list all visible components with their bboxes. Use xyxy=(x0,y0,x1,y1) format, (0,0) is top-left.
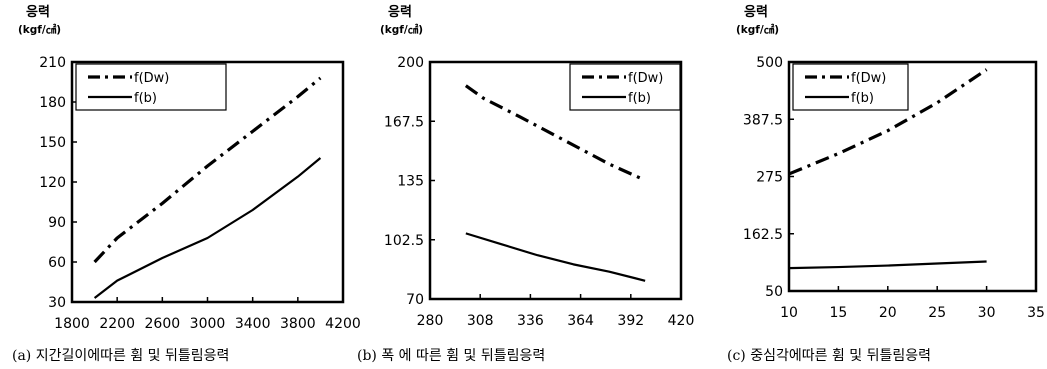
legend-label-fdw: f(Dw) xyxy=(628,71,663,86)
y-tick-label: 70 xyxy=(406,292,424,308)
y-tick-label: 135 xyxy=(397,174,424,190)
x-tick-label: 35 xyxy=(1027,305,1045,321)
y-tick-label: 150 xyxy=(39,135,66,151)
y-axis-title: 응력 xyxy=(26,5,50,20)
legend-box xyxy=(792,63,909,111)
y-tick-label: 275 xyxy=(756,170,783,186)
x-tick-label: 15 xyxy=(829,305,847,321)
x-tick-label: 420 xyxy=(668,313,695,329)
x-tick-label: 25 xyxy=(928,305,946,321)
x-tick-label: 308 xyxy=(467,313,494,329)
caption-b: (b) 폭 에 따른 휨 및 뒤틀림응력 xyxy=(357,348,546,364)
y-tick-label: 120 xyxy=(39,175,66,191)
legend-box xyxy=(75,63,227,111)
x-tick-label: 364 xyxy=(567,313,594,329)
x-tick-label: 280 xyxy=(417,313,444,329)
series-line-fdw xyxy=(93,76,322,264)
x-tick-label: 4200 xyxy=(325,316,361,332)
legend-label-fb: f(b) xyxy=(628,91,651,106)
y-tick-label: 60 xyxy=(48,255,66,271)
caption-c: (c) 중심각에따른 휨 및 뒤틀림응력 xyxy=(727,348,932,364)
y-tick-label: 167.5 xyxy=(384,114,424,130)
x-tick-label: 2200 xyxy=(99,316,135,332)
y-tick-label: 500 xyxy=(756,55,783,71)
chart-panel-a: 응력 (kgf/㎠) 30 60 90 120 150 180 210 1800 2200 2600 3… xyxy=(18,5,361,332)
y-tick-label: 102.5 xyxy=(384,233,424,249)
legend-label-fdw: f(Dw) xyxy=(851,71,886,86)
legend-label-fb: f(b) xyxy=(134,91,157,106)
y-axis-title: 응력 xyxy=(388,5,412,20)
y-tick-label: 180 xyxy=(39,95,66,111)
y-tick-label: 90 xyxy=(48,215,66,231)
caption-a: (a) 지간길이에따른 휨 및 뒤틀림응력 xyxy=(12,348,230,364)
x-tick-label: 2600 xyxy=(145,316,181,332)
series-line-fb xyxy=(465,232,646,282)
y-tick-label: 210 xyxy=(39,55,66,71)
legend-box xyxy=(569,63,681,111)
series-line-fdw xyxy=(788,68,988,176)
chart-panel-c: 응력 (kgf/㎠) 50 162.5 275 387.5 500 10 15 20 25 30 35 f… xyxy=(736,5,1045,321)
series-line-fb xyxy=(788,260,987,270)
x-tick-label: 30 xyxy=(978,305,996,321)
y-axis-unit: (kgf/㎠) xyxy=(380,23,423,36)
y-axis-unit: (kgf/㎠) xyxy=(18,23,61,36)
chart-panel-b: 응력 (kgf/㎠) 70 102.5 135 167.5 200 280 308 336 364 3… xyxy=(380,5,694,329)
y-tick-label: 30 xyxy=(48,295,66,311)
x-tick-label: 3800 xyxy=(280,316,316,332)
y-tick-label: 162.5 xyxy=(743,227,783,243)
x-tick-label: 392 xyxy=(617,313,644,329)
y-axis-title: 응력 xyxy=(744,5,768,20)
y-tick-label: 200 xyxy=(397,55,424,71)
y-tick-label: 50 xyxy=(765,284,783,300)
x-tick-label: 3400 xyxy=(235,316,271,332)
series-line-fdw xyxy=(464,84,643,181)
legend-label-fb: f(b) xyxy=(851,91,874,106)
x-tick-label: 20 xyxy=(879,305,897,321)
x-tick-label: 3000 xyxy=(190,316,226,332)
y-axis-unit: (kgf/㎠) xyxy=(736,23,779,36)
y-tick-label: 387.5 xyxy=(743,112,783,128)
x-tick-label: 1800 xyxy=(54,316,90,332)
x-tick-label: 10 xyxy=(780,305,798,321)
series-line-fb xyxy=(93,157,322,299)
x-tick-label: 336 xyxy=(517,313,544,329)
legend-label-fdw: f(Dw) xyxy=(134,71,169,86)
